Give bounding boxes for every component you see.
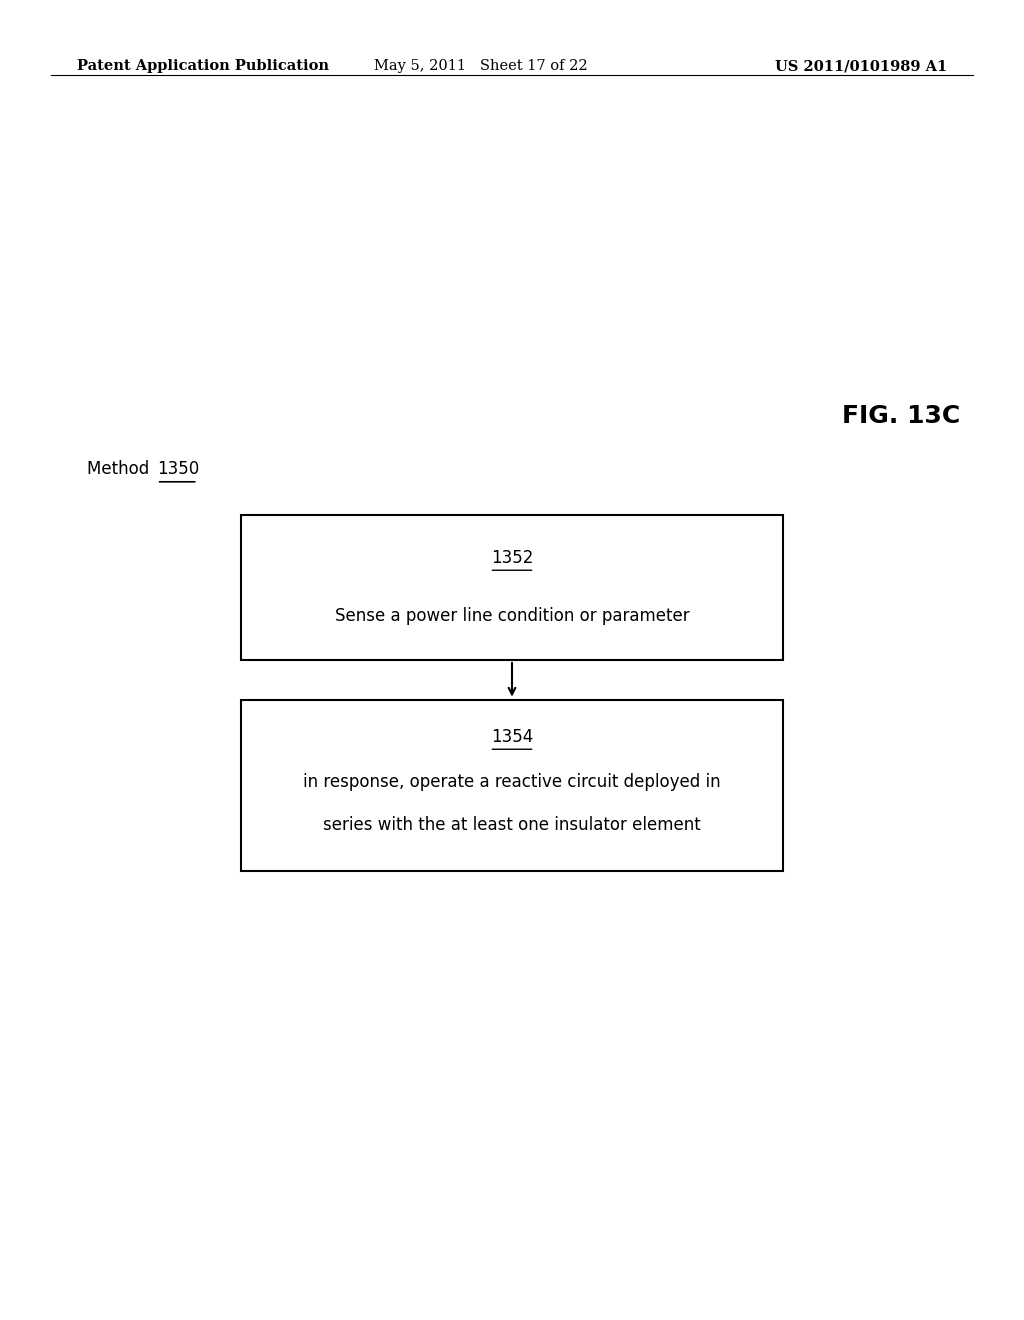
FancyBboxPatch shape (241, 515, 783, 660)
Text: in response, operate a reactive circuit deployed in: in response, operate a reactive circuit … (303, 774, 721, 791)
Text: Sense a power line condition or parameter: Sense a power line condition or paramete… (335, 607, 689, 626)
Text: series with the at least one insulator element: series with the at least one insulator e… (324, 816, 700, 834)
FancyBboxPatch shape (241, 700, 783, 871)
Text: 1354: 1354 (490, 729, 534, 746)
Text: FIG. 13C: FIG. 13C (842, 404, 961, 428)
Text: 1350: 1350 (157, 459, 199, 478)
Text: Method: Method (87, 459, 155, 478)
Text: 1352: 1352 (490, 549, 534, 568)
Text: Patent Application Publication: Patent Application Publication (77, 59, 329, 74)
Text: May 5, 2011   Sheet 17 of 22: May 5, 2011 Sheet 17 of 22 (375, 59, 588, 74)
Text: US 2011/0101989 A1: US 2011/0101989 A1 (775, 59, 947, 74)
